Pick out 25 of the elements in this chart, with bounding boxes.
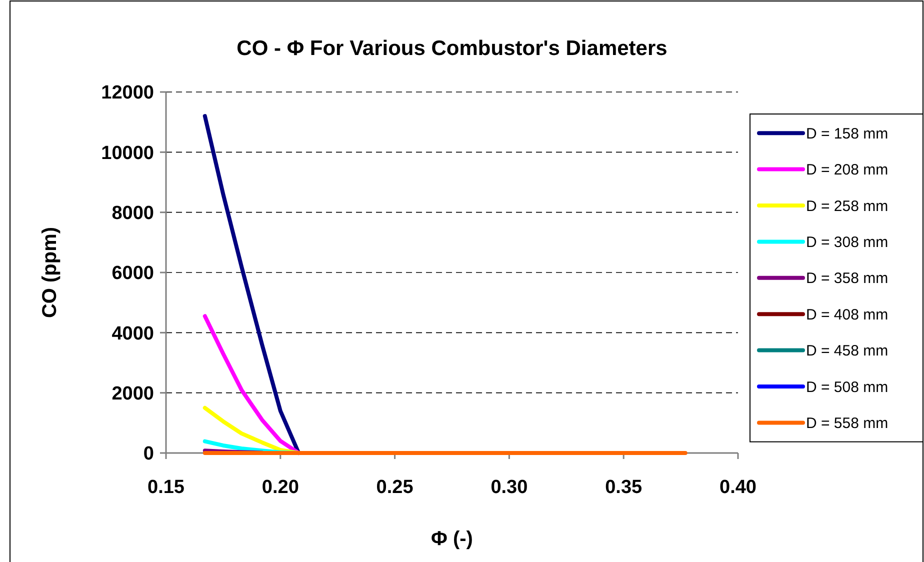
- chart-title: CO - Φ For Various Combustor's Diameters: [236, 37, 668, 60]
- y-tick-label: 4000: [112, 323, 154, 344]
- y-tick-label: 10000: [101, 142, 154, 164]
- y-tick-label: 6000: [112, 263, 154, 284]
- legend-label: D = 308 mm: [806, 234, 888, 251]
- legend-label: D = 258 mm: [806, 198, 888, 215]
- y-tick-label: 8000: [112, 202, 154, 224]
- x-tick-label: 0.35: [605, 477, 643, 498]
- legend-label: D = 508 mm: [806, 378, 888, 396]
- y-axis-title: CO (ppm): [39, 226, 61, 318]
- legend-label: D = 358 mm: [806, 270, 888, 288]
- x-tick-label: 0.40: [720, 477, 756, 498]
- x-tick-label: 0.25: [376, 477, 414, 498]
- x-axis-title: Φ (-): [431, 528, 473, 550]
- legend-label: D = 458 mm: [806, 342, 888, 360]
- legend-label: D = 158 mm: [806, 125, 888, 142]
- legend-label: D = 408 mm: [806, 306, 888, 324]
- y-tick-label: 12000: [101, 82, 154, 104]
- x-tick-label: 0.30: [490, 477, 528, 498]
- x-tick-label: 0.20: [262, 477, 299, 498]
- x-tick-label: 0.15: [148, 477, 185, 498]
- y-tick-label: 2000: [112, 383, 154, 404]
- legend-label: D = 558 mm: [806, 414, 888, 432]
- y-tick-label: 0: [143, 444, 154, 465]
- legend-label: D = 208 mm: [806, 162, 888, 179]
